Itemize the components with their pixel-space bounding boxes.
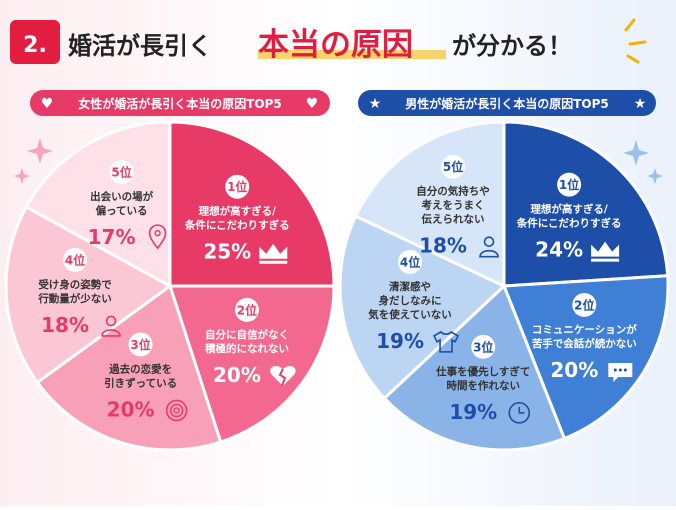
slice-value: 20% [107,397,155,421]
broken-heart-icon [270,365,296,387]
slice-value: 18% [419,234,467,258]
slice-label: 仕事を優先しすぎて [435,365,530,378]
slice-label: 苦手で会話が続かない [532,337,637,350]
rank-label: 2位 [574,297,594,312]
rank-badge [128,332,153,357]
title-highlight-underline [258,50,446,59]
person-icon [479,236,499,258]
slice-label: 自分に自信がなく [205,328,289,341]
slice-label: 行動量が少ない [37,292,112,305]
slice-value: 19% [376,329,424,353]
male-title-pill: ★ 男性が婚活が長引く本当の原因TOP5 ★ [358,90,656,116]
pie-slice [353,120,506,289]
title-before: 婚活が長引く [68,32,212,60]
pie-slice [338,214,507,401]
rank-label: 3位 [473,339,493,354]
rank-label: 5位 [443,159,463,174]
header: 2. 婚活が長引く 本当の原因 が分かる！ [10,18,647,64]
rank-label: 4位 [65,252,85,267]
slice-label: 積極的になれない [204,342,289,355]
rank-badge [471,334,496,359]
slice-label: 受け身の姿勢で [38,278,112,291]
rank-badge [441,154,466,179]
slice-label: 理想が高すぎる/ [530,203,607,216]
slice-value: 24% [535,238,583,262]
rank-label: 3位 [130,337,150,352]
rank-label: 1位 [559,177,579,192]
slice-label: 条件にこだわりすぎる [516,217,622,230]
slice-value: 17% [88,225,136,249]
slice-label: 出会いの場が [90,190,153,203]
slice-label: 過去の恋愛を [108,362,172,375]
slice-label: 理想が高すぎる/ [199,205,276,218]
rank-badge [572,292,597,317]
rank-badge [109,160,134,185]
slice-label: 条件にこだわりすぎる [184,219,290,232]
number-badge [10,20,60,64]
title-highlight: 本当の原因 [258,27,413,63]
star-icon: ★ [634,96,647,112]
slice-label: 考えをうまく [422,199,485,212]
rank-badge [557,172,582,197]
slice-label: 自分の気持ちや [416,185,490,198]
rank-badge [63,247,88,272]
rank-label: 1位 [227,179,247,194]
slice-value: 19% [449,400,497,424]
rose-icon [165,399,188,422]
slice-value: 20% [550,358,598,382]
pie-slice [501,274,670,441]
sparkle-icon [623,140,649,166]
rank-badge [234,297,259,322]
slice-label: 気を使えていない [367,308,451,321]
star-icon: ★ [369,96,382,112]
rank-badge [225,174,250,199]
male-pill-bg [358,90,656,116]
number-badge-text: 2. [23,33,47,58]
clock-icon [508,402,531,424]
crown-icon [591,241,620,262]
slice-label: 偏っている [96,204,148,217]
male-chart-title: 男性が婚活が長引く本当の原因TOP5 [405,96,609,111]
female-title-pill: ♥ 女性が婚活が長引く本当の原因TOP5 ♥ [30,90,330,116]
rank-label: 5位 [111,165,131,180]
slice-label: 伝えられない [422,213,485,226]
pie-slice [168,120,336,288]
female-chart-title: 女性が婚活が長引く本当の原因TOP5 [78,96,282,111]
slice-label: 清潔感や [389,280,431,293]
sparkle-icon [647,168,663,184]
pie-slice [24,120,172,289]
sparkle-icon [14,168,30,184]
slice-value: 18% [41,313,89,337]
pie-slice [167,284,336,444]
rank-label: 4位 [400,254,420,269]
speech-bubble-icon [608,362,633,382]
rank-label: 2位 [237,302,257,317]
slice-label: 引きずっている [104,376,177,389]
slice-value: 25% [203,240,251,264]
rank-badge [398,249,423,274]
shirt-icon [432,330,460,353]
slice-label: コミュニケーションが [532,323,637,336]
title-after: が分かる！ [452,32,572,60]
crown-icon [259,243,288,264]
pie-slice [502,120,670,288]
map-pin-icon [148,224,167,250]
person-icon [101,315,121,337]
sparkle-icon [27,138,53,164]
pie-slice [4,204,173,385]
heart-icon: ♥ [306,96,319,112]
slice-value: 20% [213,363,261,387]
slice-label: 時間を作れない [447,379,521,392]
heart-icon: ♥ [41,96,54,112]
female-pill-bg [30,90,330,116]
sparkle-lines-icon [624,18,647,64]
slice-label: 身だしなみに [379,294,442,307]
